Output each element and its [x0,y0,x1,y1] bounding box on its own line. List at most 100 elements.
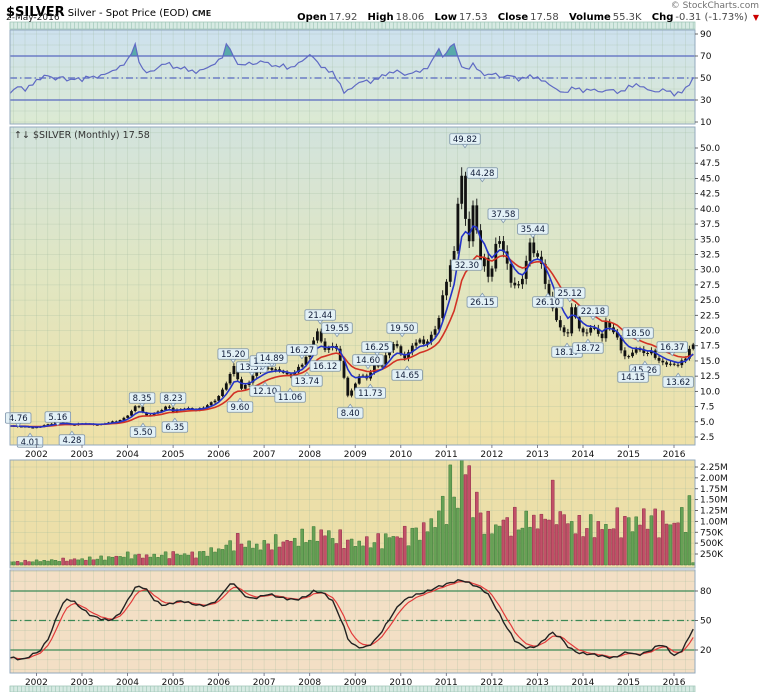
svg-text:2005: 2005 [162,450,185,460]
svg-text:2.00M: 2.00M [700,474,728,484]
svg-text:80: 80 [700,587,712,597]
svg-text:2004: 2004 [116,678,139,688]
svg-text:2009: 2009 [344,450,367,460]
svg-text:13.37: 13.37 [240,363,264,373]
svg-text:16.25: 16.25 [365,343,389,353]
volume-bars [10,460,695,566]
stoch-k-line [10,579,694,661]
rsi-line [10,41,694,97]
price-callout: 21.44 [304,309,336,325]
svg-text:17.5: 17.5 [700,342,720,352]
svg-text:2002: 2002 [25,678,48,688]
svg-text:14.60: 14.60 [356,356,380,366]
svg-text:49.82: 49.82 [453,135,477,145]
svg-text:35.0: 35.0 [700,235,720,245]
volume-panel: 2.25M2.00M1.75M1.50M1.25M1.00M750K500K25… [9,459,728,569]
svg-text:2003: 2003 [71,678,94,688]
svg-text:16.27: 16.27 [290,346,314,356]
price-callout: 12.10 [249,381,281,397]
stoch-y-axis: 80 50 20 [695,587,712,656]
svg-text:2012: 2012 [480,450,503,460]
svg-text:2010: 2010 [389,678,412,688]
svg-text:9.60: 9.60 [231,403,250,413]
svg-text:2014: 2014 [572,450,595,460]
svg-text:2009: 2009 [344,678,367,688]
chg-dropdown-caret[interactable]: ▼ [752,13,759,22]
price-callout: 26.15 [466,292,498,308]
svg-text:1.50M: 1.50M [700,496,728,506]
price-callout: 14.89 [256,352,288,368]
svg-text:16.12: 16.12 [313,362,337,372]
price-callout: 26.10 [532,292,564,308]
svg-text:11.73: 11.73 [358,389,382,399]
svg-text:25.12: 25.12 [558,289,582,299]
volume-value: 55.3K [612,12,642,23]
svg-text:2011: 2011 [435,678,458,688]
svg-text:20.0: 20.0 [700,327,720,337]
svg-text:18.72: 18.72 [576,344,600,354]
svg-text:2008: 2008 [298,450,321,460]
svg-text:2.25M: 2.25M [700,463,728,473]
volume-y-axis: 2.25M2.00M1.75M1.50M1.25M1.00M750K500K25… [695,463,728,560]
price-callout: 25.12 [554,287,586,303]
svg-text:6.35: 6.35 [165,423,184,433]
svg-text:90: 90 [700,30,712,40]
svg-text:2002: 2002 [25,450,48,460]
svg-text:32.30: 32.30 [455,261,479,271]
svg-text:11.06: 11.06 [278,393,302,403]
svg-text:2015: 2015 [617,678,640,688]
price-callout: 37.58 [487,208,519,224]
svg-text:21.44: 21.44 [308,311,332,321]
volume-bars-up [10,460,695,566]
price-callout: 44.28 [466,167,498,183]
price-callout: 8.23 [159,392,187,408]
svg-text:2013: 2013 [526,678,549,688]
svg-text:19.50: 19.50 [390,324,414,334]
svg-text:15.0: 15.0 [700,357,720,367]
svg-text:70: 70 [700,52,712,62]
svg-text:8.40: 8.40 [341,409,360,419]
svg-text:35.44: 35.44 [521,225,545,235]
price-callout: 6.35 [161,417,189,433]
svg-text:2.5: 2.5 [700,433,714,443]
price-callout: 16.27 [286,344,318,360]
svg-text:18.17: 18.17 [555,348,579,358]
open-label: Open [297,12,327,23]
high-label: High [367,12,394,23]
svg-text:500K: 500K [700,539,724,549]
rsi-panel: 90 70 50 30 10 [9,29,712,128]
price-callout: 8.35 [128,392,156,408]
svg-text:7.5: 7.5 [700,403,714,413]
price-callout: 8.40 [337,403,364,419]
svg-text:15.20: 15.20 [221,350,245,360]
svg-text:2012: 2012 [480,678,503,688]
ticker-symbol: $SILVER [6,5,65,20]
svg-text:2016: 2016 [663,678,686,688]
price-callout: 18.72 [572,338,604,354]
price-callout: 22.18 [577,305,609,321]
svg-text:1.25M: 1.25M [700,507,728,517]
svg-text:40.0: 40.0 [700,205,720,215]
svg-text:2014: 2014 [572,678,595,688]
svg-text:30.0: 30.0 [700,266,720,276]
svg-text:2003: 2003 [71,450,94,460]
svg-text:14.89: 14.89 [260,354,284,364]
svg-text:22.5: 22.5 [700,311,720,321]
year-axis-bottom: 2002 2003 2004 2005 2006 2007 2008 2009 2010 2011… [25,673,686,688]
price-callout: 15.20 [217,348,249,364]
svg-text:26.10: 26.10 [536,298,560,308]
stoch-panel: 80 50 20 [9,569,712,674]
svg-text:15.26: 15.26 [633,366,657,376]
svg-text:42.5: 42.5 [700,190,720,200]
price-callout: 9.60 [226,397,254,413]
price-callout: 11.06 [274,387,306,403]
price-callout: 19.55 [321,322,353,338]
svg-text:2013: 2013 [526,450,549,460]
svg-text:44.28: 44.28 [470,169,494,179]
price-callout: 4.28 [58,430,86,446]
svg-text:12.5: 12.5 [700,372,720,382]
svg-text:27.5: 27.5 [700,281,720,291]
svg-text:2006: 2006 [207,678,230,688]
open-value: 17.92 [328,12,358,23]
